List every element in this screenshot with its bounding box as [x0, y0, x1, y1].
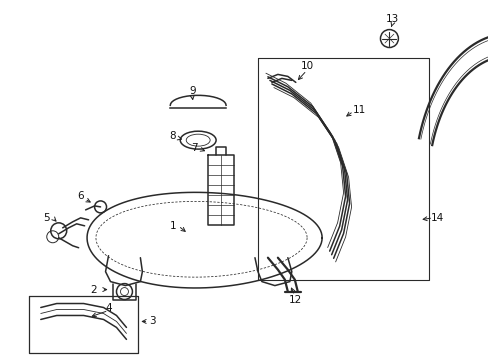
- Text: 12: 12: [288, 294, 302, 305]
- Text: 9: 9: [188, 86, 195, 96]
- Text: 2: 2: [90, 284, 97, 294]
- Text: 6: 6: [77, 191, 84, 201]
- Text: 11: 11: [352, 105, 366, 115]
- Text: 7: 7: [190, 143, 197, 153]
- Text: 3: 3: [149, 316, 155, 327]
- Text: 13: 13: [385, 14, 398, 24]
- Text: 5: 5: [43, 213, 50, 223]
- Text: 4: 4: [105, 302, 112, 312]
- Text: 14: 14: [430, 213, 443, 223]
- Text: 10: 10: [301, 62, 314, 71]
- Text: 8: 8: [169, 131, 175, 141]
- Text: 1: 1: [170, 221, 176, 231]
